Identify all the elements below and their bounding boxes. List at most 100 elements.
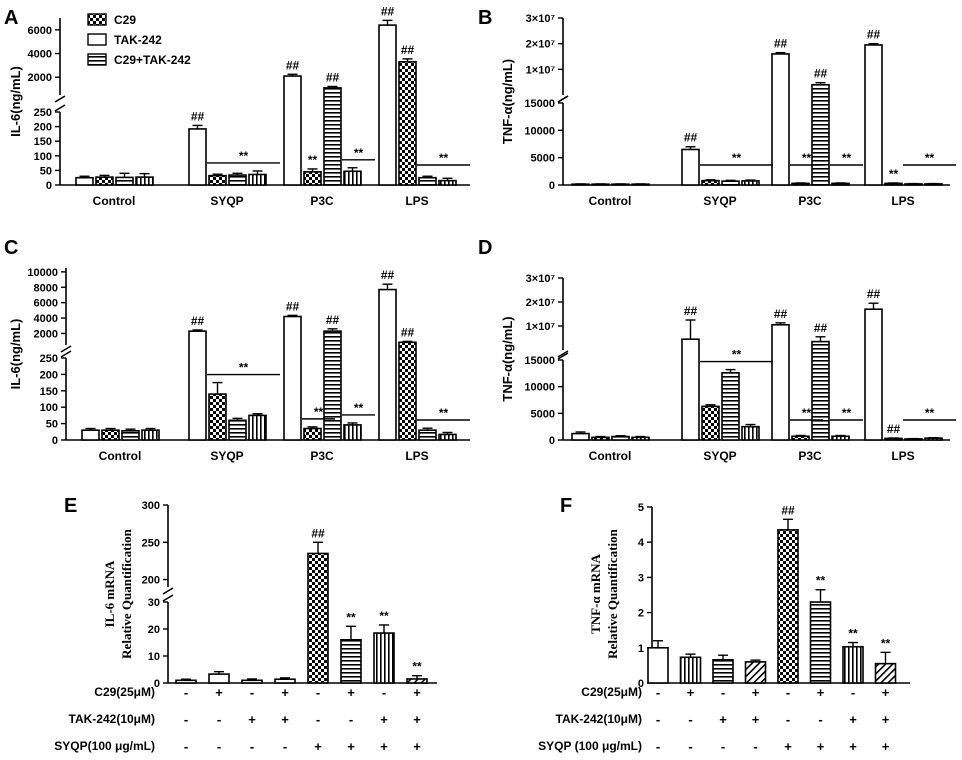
A-bar: [378, 24, 397, 186]
D-bar: [864, 308, 883, 441]
A-bar: [208, 174, 227, 186]
F-treatment-sign: +: [882, 685, 890, 700]
A-axis-break-mark: [54, 95, 66, 103]
E-treatment-sign: +: [314, 739, 322, 754]
A-bar: [438, 179, 457, 186]
B-significance-mark: ##: [684, 131, 698, 145]
A-significance-mark: ##: [381, 4, 395, 18]
F-y-tick-label: 4: [638, 537, 645, 549]
C-significance-mark: ##: [381, 268, 395, 282]
F-y-tick-label: 3: [638, 572, 644, 584]
E-bar: [307, 552, 329, 684]
E-y-axis-label-line1: IL-6 mRNA: [102, 560, 117, 627]
A-bar: [323, 87, 342, 186]
F-treatment-sign: -: [851, 685, 855, 700]
A-bar: [135, 176, 154, 186]
legend-swatch-c29: [87, 13, 107, 26]
C-y-tick-label: 150: [40, 386, 58, 398]
C-bar: [248, 414, 267, 441]
B-y-axis-label: TNF-α(ng/mL): [500, 59, 515, 144]
F-treatment-sign: -: [753, 739, 757, 754]
E-treatment-sign: +: [281, 712, 289, 727]
F-treatment-sign: +: [882, 712, 890, 727]
E-treatment-sign: -: [184, 712, 188, 727]
B-category-label: Control: [589, 194, 632, 208]
A-significance-mark: ##: [286, 58, 300, 72]
E-treatment-sign: -: [283, 739, 287, 754]
F-bar: [777, 529, 799, 684]
E-treatment-sign: -: [250, 685, 254, 700]
B-category-label: SYQP: [703, 194, 736, 208]
B-bar: [701, 179, 720, 186]
D-bar: [741, 425, 760, 441]
C-y-tick-label: 6000: [34, 298, 58, 310]
C-bracket-mark: **: [314, 405, 324, 419]
C-bar: [101, 429, 120, 441]
B-axis-break-mark: [557, 95, 569, 103]
C-bar: [228, 419, 247, 441]
A-bracket-mark: **: [354, 146, 364, 160]
C-bar: [323, 330, 342, 441]
D-y-tick-label: 0: [549, 435, 555, 447]
C-y-tick-label: 10000: [27, 267, 58, 279]
E-treatment-sign: +: [413, 685, 421, 700]
C-bar: [283, 315, 302, 441]
E-treatment-sign: +: [413, 739, 421, 754]
A-y-tick-label: 2000: [28, 72, 52, 84]
D-category-label: LPS: [891, 449, 914, 463]
D-bar: [771, 323, 790, 441]
E-y-tick-label: 250: [142, 537, 160, 549]
F-treatment-row-label: TAK-242(10μM): [556, 712, 642, 726]
D-category-label: SYQP: [703, 449, 736, 463]
B-y-tick-label: 5000: [531, 153, 555, 165]
F-y-axis-label-line2: Relative Quantification: [605, 528, 620, 658]
A-category-label: SYQP: [210, 194, 243, 208]
legend-swatch-tak242: [87, 33, 107, 46]
C-bar: [438, 433, 457, 441]
F-treatment-row-label: SYQP (100 μg/mL): [538, 739, 642, 753]
A-bar: [303, 171, 322, 186]
E-bar: [406, 678, 428, 684]
C-y-tick-label: 8000: [34, 282, 58, 294]
C-bar: [343, 424, 362, 441]
E-treatment-sign: +: [413, 712, 421, 727]
F-treatment-sign: -: [818, 712, 822, 727]
D-category-label: P3C: [798, 449, 822, 463]
B-y-tick-label: 3×10⁷: [526, 13, 556, 25]
F-treatment-sign: +: [882, 739, 890, 754]
E-treatment-sign: +: [347, 685, 355, 700]
A-bracket-mark: **: [239, 149, 249, 163]
F-treatment-sign: -: [721, 739, 725, 754]
C-y-axis-label: IL-6(ng/mL): [8, 319, 23, 390]
C-bar: [398, 341, 417, 441]
D-bar: [701, 405, 720, 441]
A-y-axis-label: IL-6(ng/mL): [8, 66, 23, 137]
B-y-tick-label: 1×10⁷: [526, 64, 556, 76]
A-significance-mark: ##: [401, 43, 415, 57]
B-bar: [771, 53, 790, 186]
C-bar: [378, 288, 397, 441]
D-bracket-mark: **: [802, 406, 812, 420]
D-axis-break-mark: [557, 350, 569, 358]
F-treatment-sign: -: [786, 685, 790, 700]
A-bar: [95, 176, 114, 186]
D-significance-mark: ##: [867, 287, 881, 301]
E-significance-mark: **: [346, 610, 356, 624]
D-significance-mark: ##: [684, 304, 698, 318]
E-significance-mark: **: [412, 660, 422, 674]
C-axis-break-mark: [60, 350, 72, 358]
E-treatment-sign: -: [250, 739, 254, 754]
E-y-tick-label: 10: [148, 651, 160, 663]
A-bar: [283, 75, 302, 186]
F-treatment-row-label: C29(25μM): [581, 685, 642, 699]
E-treatment-sign: +: [347, 739, 355, 754]
f-panel-letter: F: [560, 495, 572, 517]
A-bar: [75, 176, 94, 186]
A-bar: [115, 176, 134, 186]
panel-f-tnf-mrna-chart: F 0 1 2 3 4 5 TNF-α mRNA Relative Quantification…: [538, 495, 910, 754]
F-treatment-sign: -: [656, 712, 660, 727]
D-bracket-mark: **: [842, 406, 852, 420]
D-axis-break-mark: [557, 352, 569, 360]
F-treatment-sign: +: [849, 739, 857, 754]
panel-e-il6-mrna-chart: E 0 10 20 30 200 250 300 IL-6 mRNA Relative Quant…: [54, 495, 437, 754]
